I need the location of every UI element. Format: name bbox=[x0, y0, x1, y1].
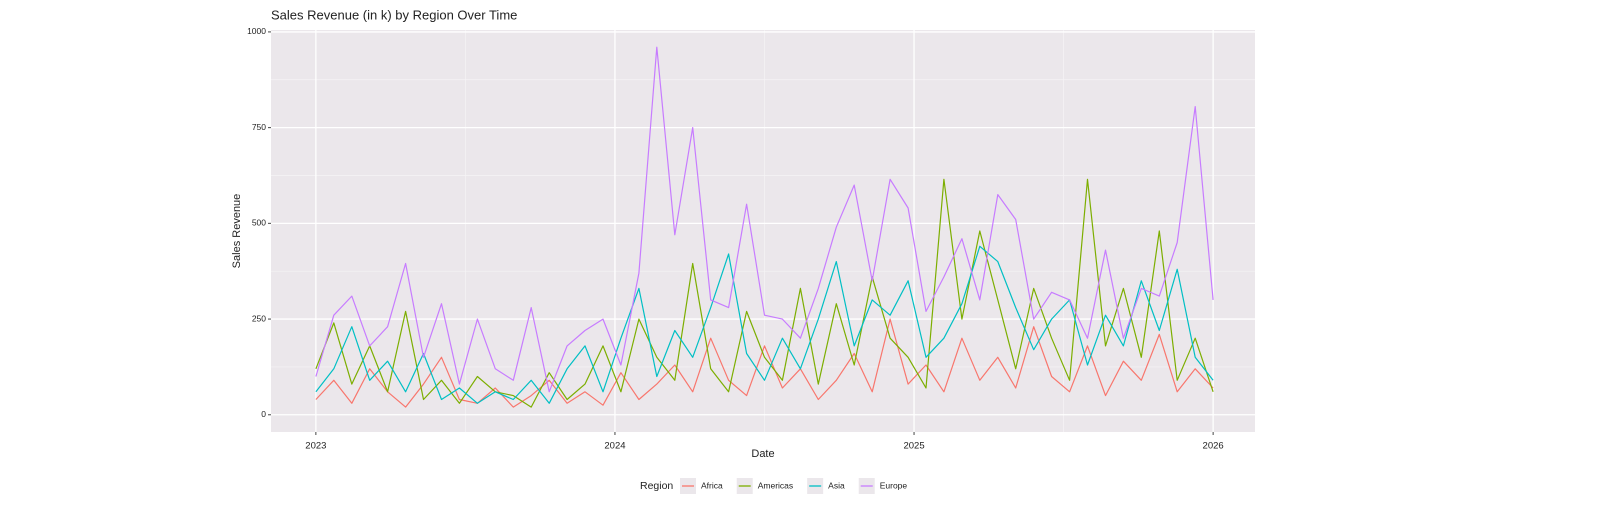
legend: Region Africa Americas Asia Europe bbox=[640, 478, 907, 494]
x-axis-label: Date bbox=[751, 448, 774, 460]
legend-label: Africa bbox=[701, 480, 723, 490]
series-line bbox=[315, 245, 1214, 404]
series-line bbox=[315, 318, 1214, 408]
grid bbox=[271, 30, 1255, 432]
y-tick-label: 750 bbox=[252, 122, 266, 132]
y-tick-label: 250 bbox=[252, 313, 266, 323]
legend-label: Asia bbox=[828, 480, 845, 490]
series-line bbox=[315, 46, 1214, 393]
y-tick-label: 500 bbox=[252, 218, 266, 228]
chart-title: Sales Revenue (in k) by Region Over Time bbox=[271, 7, 517, 22]
x-tick-label: 2026 bbox=[1203, 441, 1224, 452]
legend-label: Europe bbox=[880, 480, 908, 490]
lines bbox=[315, 46, 1214, 408]
x-tick-label: 2024 bbox=[604, 441, 625, 452]
x-tick-label: 2023 bbox=[305, 441, 326, 452]
x-tick-label: 2025 bbox=[903, 441, 924, 452]
plot-panel bbox=[271, 30, 1255, 432]
series-line bbox=[315, 178, 1214, 408]
y-axis-label: Sales Revenue bbox=[231, 194, 243, 269]
legend-title: Region bbox=[640, 480, 673, 492]
y-tick-label: 1000 bbox=[247, 26, 266, 36]
y-tick-label: 0 bbox=[261, 409, 266, 419]
legend-label: Americas bbox=[758, 480, 793, 490]
